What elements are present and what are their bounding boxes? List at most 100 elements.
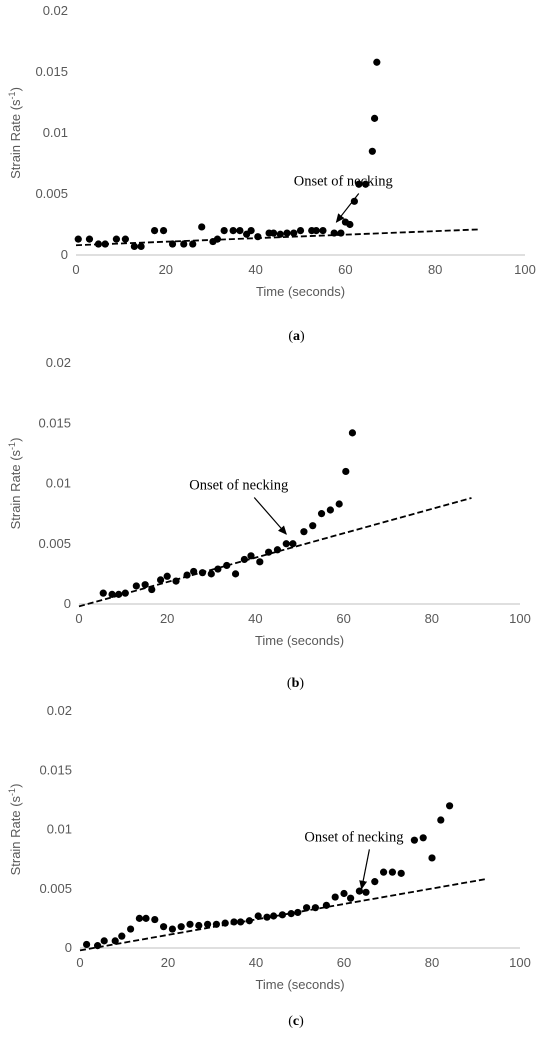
panel-a-data-point — [85, 235, 94, 243]
panel-c-x-tick-label: 40 — [249, 955, 263, 970]
panel-a-data-point — [355, 180, 363, 188]
panel-c-data-point — [362, 888, 370, 896]
panel-a-data-point — [283, 229, 291, 237]
panel-a-x-tick-label: 40 — [248, 262, 262, 277]
panel-a-data-point — [370, 114, 379, 122]
panel-a-data-point — [180, 240, 188, 248]
panel-b-data-point — [148, 585, 156, 594]
panel-a-y-tick-label: 0.005 — [35, 186, 68, 201]
panel-c-data-point — [446, 802, 454, 810]
panel-b-x-tick-label: 0 — [75, 611, 82, 626]
panel-a-data-point — [290, 229, 298, 237]
panel-b-caption-open: ( — [287, 676, 292, 691]
panel-a-x-tick-label: 80 — [428, 262, 442, 277]
panel-c-data-point — [100, 937, 108, 945]
panel-c-data-point — [237, 918, 245, 926]
panel-b-data-point — [156, 576, 165, 584]
panel-b-data-point — [223, 561, 231, 570]
panel-b-y-tick-label: 0.02 — [46, 355, 71, 370]
panel-b-data-point — [273, 546, 282, 554]
panel-c-data-point — [221, 919, 229, 927]
panel-a-data-point — [168, 240, 177, 248]
panel-b-y-axis-title-main: Strain Rate (s — [8, 449, 23, 529]
panel-b-data-point — [231, 570, 240, 578]
panel-c-data-point — [230, 918, 238, 926]
panel-a-data-point — [254, 233, 262, 241]
panel-c-data-point — [254, 912, 262, 920]
panel-c-caption-letter: c — [293, 1014, 299, 1029]
panel-c-y-axis-title: Strain Rate (s-1) — [7, 784, 23, 876]
panel-b-annotation-arrow — [253, 497, 287, 535]
panel-c-x-tick-label: 80 — [425, 955, 439, 970]
panel-c-y-axis-title-end: ) — [8, 784, 23, 788]
panel-b-x-tick-label: 60 — [336, 611, 350, 626]
panel-a-data-point — [346, 220, 354, 229]
panel-c-data-point — [287, 910, 295, 918]
panel-c: 0 0.005 0.01 0.015 0.02 0 20 40 60 80 100 Time (sec… — [7, 703, 531, 1029]
panel-b-data-point — [132, 582, 140, 590]
panel-c-data-point — [294, 908, 302, 917]
panel-b-data-point — [115, 590, 123, 598]
panel-c-x-axis-title: Time (seconds) — [255, 977, 344, 992]
panel-a-data-point — [213, 235, 222, 243]
panel-a-caption-open: ( — [288, 329, 293, 344]
panel-b-data-point — [240, 555, 248, 564]
panel-a-data-point — [121, 235, 129, 243]
panel-c-data-point — [160, 923, 168, 931]
panel-c-x-tick-label: 20 — [161, 955, 175, 970]
panel-b-annotation-label: Onset of necking — [189, 478, 288, 494]
panel-c-data-point — [212, 920, 220, 928]
panel-a-data-point — [373, 58, 381, 66]
panel-a-data-point — [368, 147, 376, 155]
panel-b-x-tick-label: 40 — [248, 611, 262, 626]
panel-a-data-point — [130, 242, 138, 251]
panel-a-annotation-arrow — [335, 193, 360, 223]
panel-c-data-point — [371, 878, 379, 886]
panel-b-y-tick-label: 0.01 — [46, 476, 71, 491]
panel-c-data-point — [111, 937, 119, 945]
panel-c-data-point — [245, 917, 253, 925]
panel-a-y-tick-label: 0.01 — [43, 125, 68, 140]
panel-b-data-point — [163, 572, 171, 580]
panel-c-data-point — [278, 911, 286, 919]
panel-c-data-point — [303, 904, 311, 912]
panel-c-data-point — [263, 913, 271, 921]
panel-b-y-axis-title-end: ) — [8, 438, 23, 442]
panel-b-x-tick-label: 80 — [425, 611, 439, 626]
panel-a-data-point — [198, 223, 206, 231]
panel-a-data-point — [362, 180, 370, 188]
panel-c-x-tick-label: 100 — [509, 955, 531, 970]
panel-b-data-point — [317, 510, 326, 518]
panel-a-data-point — [159, 227, 168, 235]
panel-c-data-point — [195, 921, 203, 930]
panel-c-trendline — [79, 878, 485, 952]
panel-c-data-point — [388, 868, 396, 876]
panel-a-y-axis-title-sup: -1 — [7, 91, 17, 99]
panel-c-y-tick-label: 0.005 — [39, 881, 72, 896]
panel-c-data-point — [331, 893, 339, 901]
panel-c-data-point — [118, 932, 126, 940]
panel-a-x-tick-label: 0 — [72, 262, 79, 277]
panel-b-y-tick-label: 0 — [64, 596, 71, 611]
panel-a-data-point — [150, 227, 159, 235]
panel-a-data-point — [229, 227, 237, 235]
panel-a-data-point — [220, 227, 228, 235]
panel-a-data-point — [236, 227, 244, 235]
panel-c-data-point — [94, 942, 102, 950]
panel-b-data-point — [247, 552, 255, 560]
panel-a-data-point — [137, 242, 145, 251]
panel-b-data-point — [309, 522, 317, 530]
panel-a-data-point — [330, 229, 338, 237]
panel-a-data-point — [74, 235, 82, 243]
panel-b-data-point — [342, 467, 350, 476]
panel-c-y-tick-label: 0.01 — [47, 822, 72, 837]
panel-a-y-axis-title-main: Strain Rate (s — [8, 99, 23, 179]
panel-b-caption-close: ) — [299, 676, 304, 691]
panel-c-data-point — [204, 920, 212, 928]
panel-b-data-point — [300, 528, 308, 536]
panel-b-data-point — [256, 558, 264, 566]
panel-a-y-tick-label: 0.02 — [43, 3, 68, 18]
panel-a-y-axis-title-end: ) — [8, 87, 23, 91]
panel-a-data-point — [94, 240, 103, 248]
panel-a-data-point — [276, 230, 284, 238]
